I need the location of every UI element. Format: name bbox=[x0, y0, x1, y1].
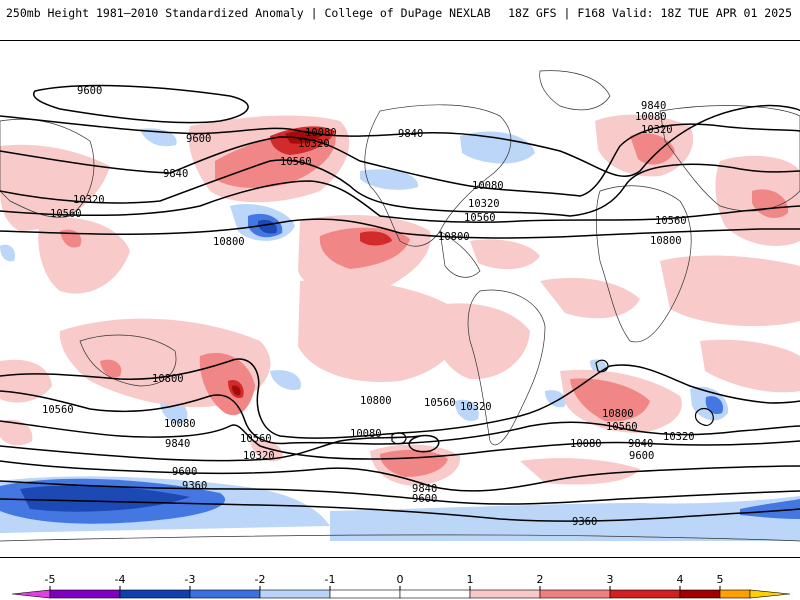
legend-swatch bbox=[259, 589, 331, 599]
contour-label-10080: 10080 bbox=[570, 438, 602, 450]
legend-swatch bbox=[679, 589, 721, 599]
legend-swatch bbox=[189, 589, 261, 599]
contour-label-10800: 10800 bbox=[602, 408, 634, 420]
legend-swatch bbox=[399, 589, 471, 599]
legend-swatch bbox=[11, 589, 51, 599]
contour-label-10560: 10560 bbox=[424, 397, 456, 409]
contour-label-10800: 10800 bbox=[213, 236, 245, 248]
color-scale-legend: -5 -4 -3 -2 -1 0 1 2 3 4 5 bbox=[0, 562, 800, 600]
contour-label-10800: 10800 bbox=[152, 373, 184, 385]
contour-label-10080: 10080 bbox=[472, 180, 504, 192]
contour-label-10560: 10560 bbox=[50, 208, 82, 220]
legend-swatch bbox=[719, 589, 751, 599]
legend-tick-label: 5 bbox=[717, 573, 724, 586]
legend-tick-label: 2 bbox=[537, 573, 544, 586]
contour-label-9840: 9840 bbox=[163, 168, 188, 180]
anomaly-map: 9600 9600 9840 10080 10320 10560 10320 1… bbox=[0, 40, 800, 558]
contour-label-9840: 9840 bbox=[398, 128, 423, 140]
contour-labels: 9600 9600 9840 10080 10320 10560 10320 1… bbox=[42, 85, 695, 528]
height-contours bbox=[0, 84, 800, 522]
contour-label-9840: 9840 bbox=[641, 100, 666, 112]
contour-label-10560: 10560 bbox=[42, 404, 74, 416]
model-valid-time: 18Z GFS | F168 Valid: 18Z TUE APR 01 202… bbox=[508, 6, 792, 20]
contour-label-9600: 9600 bbox=[629, 450, 654, 462]
contour-label-9600: 9600 bbox=[172, 466, 197, 478]
contour-label-10560: 10560 bbox=[240, 433, 272, 445]
legend-swatch bbox=[49, 589, 121, 599]
contour-label-10560: 10560 bbox=[655, 215, 687, 227]
color-scale-ticks bbox=[49, 586, 721, 590]
legend-swatch bbox=[329, 589, 401, 599]
legend-tick-label: 4 bbox=[677, 573, 684, 586]
legend-tick-label: 3 bbox=[607, 573, 614, 586]
legend-tick-label: -3 bbox=[185, 573, 196, 586]
contour-label-9840: 9840 bbox=[628, 438, 653, 450]
contour-label-10320: 10320 bbox=[663, 431, 695, 443]
contour-label-10320: 10320 bbox=[73, 194, 105, 206]
contour-label-10320: 10320 bbox=[468, 198, 500, 210]
contour-label-10080: 10080 bbox=[350, 428, 382, 440]
contour-label-9600: 9600 bbox=[412, 493, 437, 505]
color-scale-svg: -5 -4 -3 -2 -1 0 1 2 3 4 5 bbox=[11, 573, 791, 599]
contour-label-10320: 10320 bbox=[298, 138, 330, 150]
contour-label-9840: 9840 bbox=[165, 438, 190, 450]
legend-swatch bbox=[609, 589, 681, 599]
contour-label-9600: 9600 bbox=[186, 133, 211, 145]
contour-label-10560: 10560 bbox=[280, 156, 312, 168]
contour-label-10800: 10800 bbox=[438, 231, 470, 243]
legend-swatch bbox=[119, 589, 191, 599]
contour-label-10800: 10800 bbox=[360, 395, 392, 407]
anomaly-map-svg: 9600 9600 9840 10080 10320 10560 10320 1… bbox=[0, 70, 800, 542]
contour-label-9600: 9600 bbox=[77, 85, 102, 97]
map-title: 250mb Height 1981–2010 Standardized Anom… bbox=[6, 6, 491, 20]
negative-anomaly-shading bbox=[0, 128, 800, 541]
contour-label-9360: 9360 bbox=[182, 480, 207, 492]
legend-tick-label: -5 bbox=[45, 573, 56, 586]
contour-label-10560: 10560 bbox=[464, 212, 496, 224]
legend-tick-label: -4 bbox=[115, 573, 126, 586]
contour-label-10320: 10320 bbox=[641, 124, 673, 136]
contour-label-10800: 10800 bbox=[650, 235, 682, 247]
contour-label-10320: 10320 bbox=[243, 450, 275, 462]
legend-swatch bbox=[539, 589, 611, 599]
coastlines bbox=[0, 70, 800, 542]
contour-label-10080: 10080 bbox=[164, 418, 196, 430]
legend-swatch bbox=[469, 589, 541, 599]
legend-tick-label: -2 bbox=[255, 573, 266, 586]
contour-label-10080: 10080 bbox=[305, 127, 337, 139]
legend-tick-label: 0 bbox=[397, 573, 404, 586]
contour-label-9840: 9840 bbox=[412, 483, 437, 495]
contour-label-10080: 10080 bbox=[635, 111, 667, 123]
contour-label-10320: 10320 bbox=[460, 401, 492, 413]
color-scale-labels: -5 -4 -3 -2 -1 0 1 2 3 4 5 bbox=[45, 573, 724, 586]
legend-swatch bbox=[749, 589, 791, 599]
legend-tick-label: 1 bbox=[467, 573, 474, 586]
contour-label-10560: 10560 bbox=[606, 421, 638, 433]
legend-tick-label: -1 bbox=[325, 573, 336, 586]
contour-label-9360: 9360 bbox=[572, 516, 597, 528]
color-scale-bar bbox=[11, 589, 791, 599]
